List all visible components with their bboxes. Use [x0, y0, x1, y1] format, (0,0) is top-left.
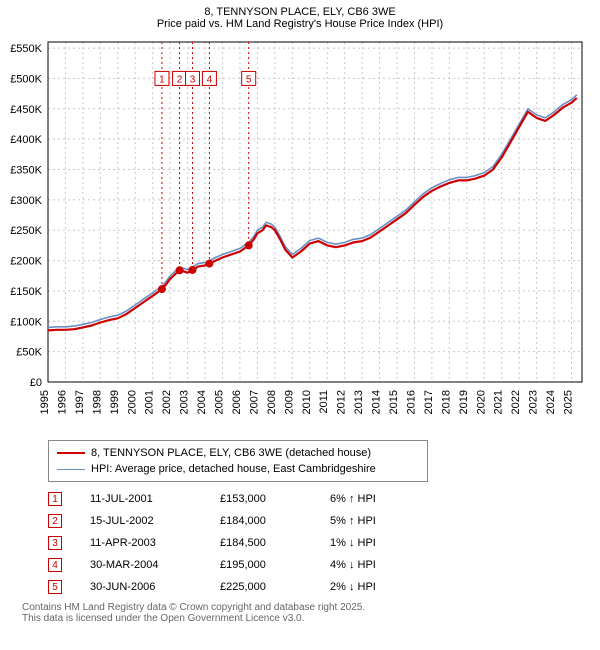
svg-text:£450K: £450K [10, 104, 42, 116]
svg-text:£200K: £200K [10, 256, 42, 268]
svg-text:£50K: £50K [16, 347, 42, 359]
svg-text:1: 1 [159, 74, 165, 85]
sale-price: £153,000 [220, 493, 330, 505]
svg-text:£400K: £400K [10, 134, 42, 146]
sale-row: 3 11-APR-2003£184,5001% ↓ HPI [48, 532, 600, 554]
sale-marker-box: 5 [48, 580, 62, 594]
sale-date: 11-JUL-2001 [90, 493, 220, 505]
sale-row: 5 30-JUN-2006£225,0002% ↓ HPI [48, 576, 600, 598]
chart-title: 8, TENNYSON PLACE, ELY, CB6 3WE Price pa… [0, 0, 600, 34]
svg-text:2015: 2015 [388, 390, 400, 414]
svg-text:2019: 2019 [458, 390, 470, 414]
legend: 8, TENNYSON PLACE, ELY, CB6 3WE (detache… [48, 440, 428, 482]
svg-text:2016: 2016 [405, 390, 417, 414]
svg-text:2002: 2002 [161, 390, 173, 414]
sale-marker-box: 4 [48, 558, 62, 572]
svg-text:2025: 2025 [563, 390, 575, 414]
svg-text:£300K: £300K [10, 195, 42, 207]
svg-text:£0: £0 [30, 377, 42, 389]
svg-text:£250K: £250K [10, 225, 42, 237]
svg-text:1999: 1999 [109, 390, 121, 414]
legend-swatch [57, 452, 85, 454]
sale-price: £195,000 [220, 559, 330, 571]
sale-price: £184,500 [220, 537, 330, 549]
svg-text:1995: 1995 [39, 390, 51, 414]
sale-delta: 6% ↑ HPI [330, 493, 420, 505]
svg-text:2017: 2017 [423, 390, 435, 414]
svg-text:2007: 2007 [248, 390, 260, 414]
sale-row: 1 11-JUL-2001£153,0006% ↑ HPI [48, 488, 600, 510]
legend-label: HPI: Average price, detached house, East… [91, 461, 376, 477]
title-line-2: Price paid vs. HM Land Registry's House … [0, 18, 600, 30]
svg-text:2020: 2020 [475, 390, 487, 414]
svg-text:2004: 2004 [196, 390, 208, 414]
footer: Contains HM Land Registry data © Crown c… [22, 602, 600, 624]
svg-text:4: 4 [207, 74, 213, 85]
svg-text:2012: 2012 [336, 390, 348, 414]
sale-row: 2 15-JUL-2002£184,0005% ↑ HPI [48, 510, 600, 532]
legend-label: 8, TENNYSON PLACE, ELY, CB6 3WE (detache… [91, 445, 371, 461]
svg-text:2024: 2024 [545, 390, 557, 414]
title-line-1: 8, TENNYSON PLACE, ELY, CB6 3WE [0, 6, 600, 18]
svg-text:2008: 2008 [266, 390, 278, 414]
svg-text:2005: 2005 [214, 390, 226, 414]
svg-text:2: 2 [177, 74, 183, 85]
svg-text:£100K: £100K [10, 316, 42, 328]
sale-marker-box: 2 [48, 514, 62, 528]
svg-text:2000: 2000 [126, 390, 138, 414]
svg-text:2014: 2014 [371, 390, 383, 414]
sale-price: £184,000 [220, 515, 330, 527]
svg-text:2023: 2023 [528, 390, 540, 414]
sale-date: 11-APR-2003 [90, 537, 220, 549]
svg-text:2010: 2010 [301, 390, 313, 414]
sale-row: 4 30-MAR-2004£195,0004% ↓ HPI [48, 554, 600, 576]
svg-text:2018: 2018 [440, 390, 452, 414]
svg-text:2013: 2013 [353, 390, 365, 414]
svg-text:£550K: £550K [10, 43, 42, 55]
sale-price: £225,000 [220, 581, 330, 593]
svg-text:3: 3 [190, 74, 196, 85]
svg-text:2003: 2003 [179, 390, 191, 414]
sale-date: 30-MAR-2004 [90, 559, 220, 571]
svg-text:2011: 2011 [318, 390, 330, 414]
line-chart-svg: £0 £50K £100K £150K £200K £250K £300K £350K £400… [0, 34, 600, 434]
sale-delta: 1% ↓ HPI [330, 537, 420, 549]
sale-date: 30-JUN-2006 [90, 581, 220, 593]
legend-swatch [57, 469, 85, 470]
sale-delta: 2% ↓ HPI [330, 581, 420, 593]
svg-text:1997: 1997 [74, 390, 86, 414]
svg-text:2009: 2009 [283, 390, 295, 414]
sale-marker-box: 1 [48, 492, 62, 506]
sale-date: 15-JUL-2002 [90, 515, 220, 527]
svg-text:£150K: £150K [10, 286, 42, 298]
svg-text:2001: 2001 [144, 390, 156, 414]
chart-area: £0 £50K £100K £150K £200K £250K £300K £350K £400… [0, 34, 600, 434]
footer-line-1: Contains HM Land Registry data © Crown c… [22, 602, 600, 613]
sale-delta: 5% ↑ HPI [330, 515, 420, 527]
footer-line-2: This data is licensed under the Open Gov… [22, 613, 600, 624]
sale-marker-box: 3 [48, 536, 62, 550]
svg-text:£350K: £350K [10, 165, 42, 177]
svg-text:2021: 2021 [493, 390, 505, 414]
svg-text:£500K: £500K [10, 73, 42, 85]
svg-text:1998: 1998 [91, 390, 103, 414]
sale-delta: 4% ↓ HPI [330, 559, 420, 571]
legend-item: 8, TENNYSON PLACE, ELY, CB6 3WE (detache… [57, 445, 419, 461]
svg-text:2022: 2022 [510, 390, 522, 414]
sales-table: 1 11-JUL-2001£153,0006% ↑ HPI 2 15-JUL-2002… [48, 488, 600, 598]
svg-text:1996: 1996 [56, 390, 68, 414]
svg-text:2006: 2006 [231, 390, 243, 414]
svg-text:5: 5 [246, 74, 252, 85]
legend-item: HPI: Average price, detached house, East… [57, 461, 419, 477]
